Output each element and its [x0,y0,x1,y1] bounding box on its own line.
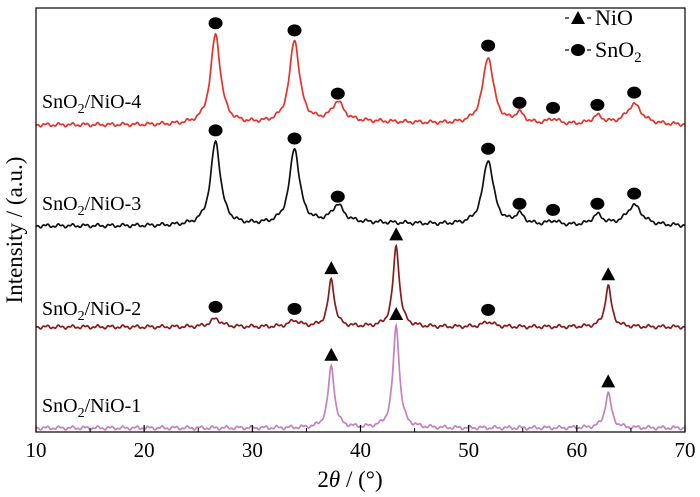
series-line-sno2-nio-3 [35,139,686,229]
nio-peak-marker [324,347,339,361]
x-tick-label: 60 [566,438,587,462]
sno2-peak-marker [481,39,496,52]
x-tick-label: 20 [134,438,155,462]
nio-peak-marker [389,227,404,241]
series-line-sno2-nio-2 [35,243,686,330]
sno2-peak-marker [512,96,527,109]
legend: NiO SnO2 [565,5,642,66]
nio-peak-marker [601,267,616,281]
series-label-nio-2: SnO2/NiO-2 [42,298,141,324]
sno2-peak-marker [627,187,642,200]
x-axis-title: 2θ / (°) [317,467,382,492]
x-tick-label: 40 [350,438,371,462]
sno2-peak-marker [287,302,302,315]
series-labels: SnO2/NiO-4 SnO2/NiO-3 SnO2/NiO-2 SnO2/NiO-1 [42,91,141,421]
nio-peak-marker [389,307,404,320]
sno2-peak-marker [590,98,605,111]
x-tick-label: 30 [242,438,263,462]
x-title-variable: θ [329,467,340,492]
sno2-peak-marker [208,17,223,30]
sno2-peak-marker [287,24,302,37]
legend-triangle-icon [571,11,585,24]
plot-frame [35,7,686,433]
sno2-peak-marker [481,142,496,155]
series-line-sno2-nio-4 [35,32,686,128]
sno2-peak-marker [546,203,561,216]
legend-label: SnO2 [595,37,642,66]
nio-peak-marker [601,374,616,388]
x-tick-label: 70 [675,438,696,462]
x-tick-label: 50 [458,438,479,462]
x-title-unit: / (°) [340,467,382,492]
series-label-nio-4: SnO2/NiO-4 [42,91,141,117]
sno2-peak-marker [330,87,345,100]
legend-entry-circle: SnO2 [565,37,642,66]
nio-peak-marker [324,261,339,275]
axes: 10 20 30 40 50 60 70 [26,7,696,462]
series-label-nio-3: SnO2/NiO-3 [42,193,141,219]
legend-entry-triangle: NiO [565,5,633,30]
legend-label: NiO [595,5,633,30]
sno2-peak-marker [208,300,223,313]
sno2-peak-marker [330,190,345,203]
sno2-peak-marker [546,101,561,114]
legend-circle-icon [571,44,585,56]
x-tick-label: 10 [26,438,47,462]
series-label-nio-1: SnO2/NiO-1 [42,395,141,421]
sno2-peak-marker [512,197,527,210]
y-axis-title: Intensity / (a.u.) [2,157,27,304]
sno2-peak-marker [627,86,642,99]
sno2-peak-marker [208,124,223,137]
sno2-peak-marker [590,197,605,210]
x-title-prefix: 2 [317,467,329,492]
sno2-peak-marker [481,303,496,316]
peak-markers [208,17,642,388]
sno2-peak-marker [287,132,302,145]
